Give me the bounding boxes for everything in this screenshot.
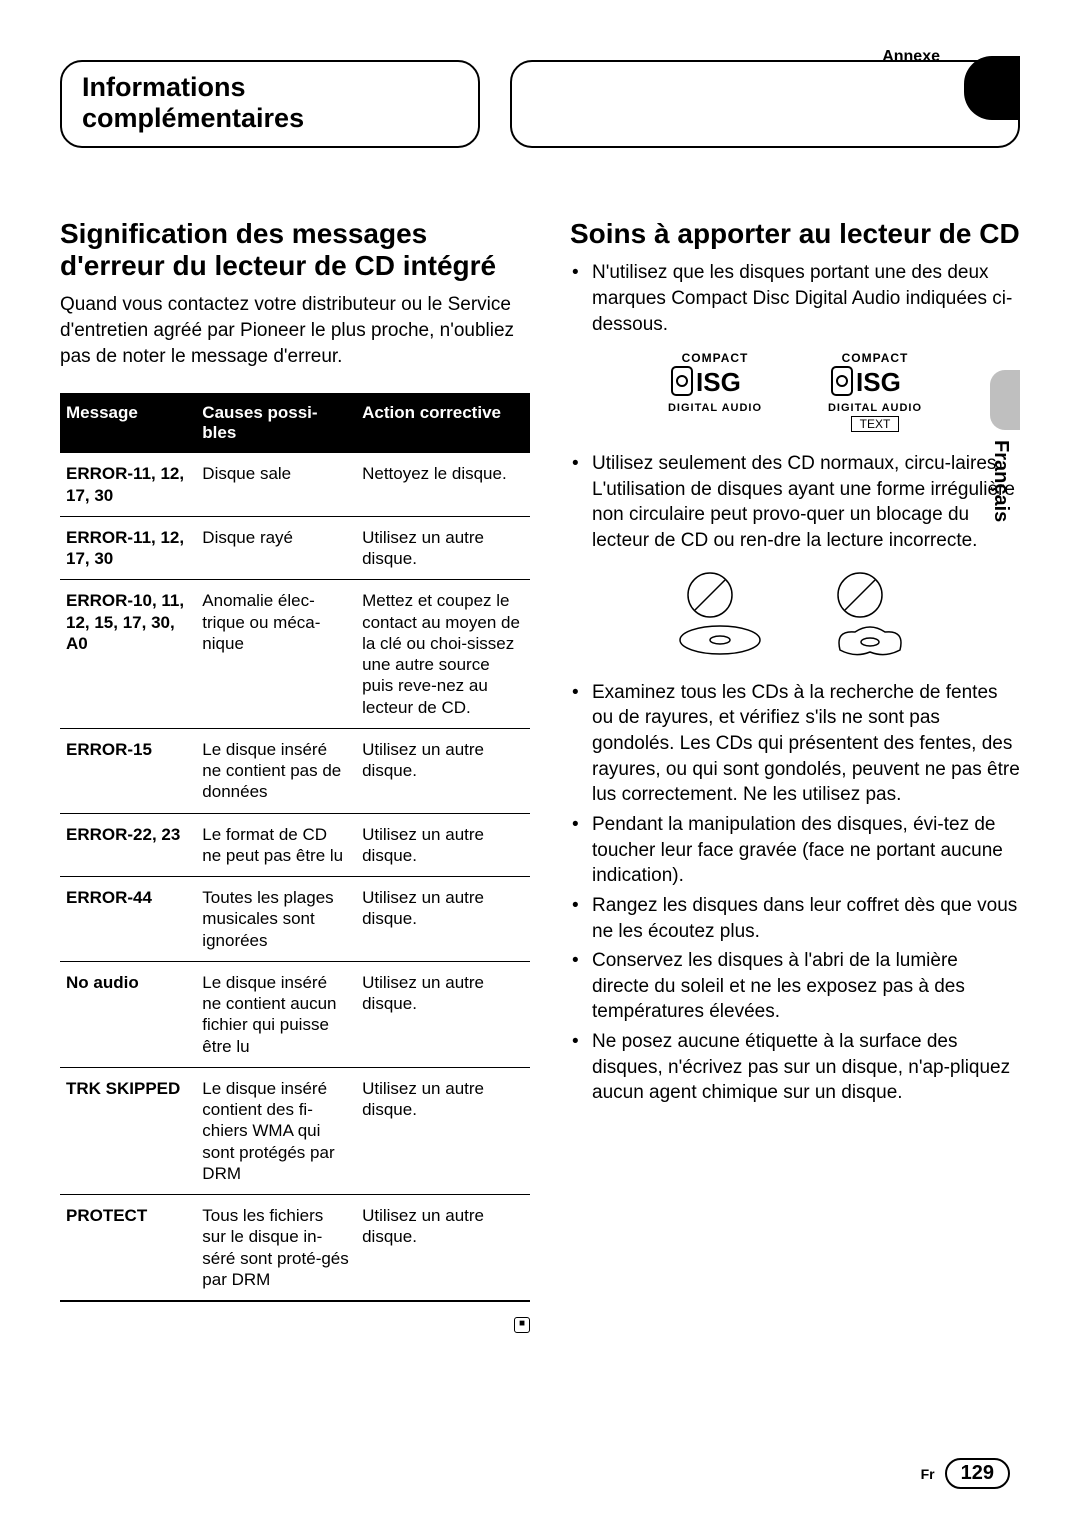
cell-message: No audio [60, 961, 196, 1067]
cell-message: TRK SKIPPED [60, 1067, 196, 1194]
cell-action: Utilisez un autre disque. [356, 813, 530, 877]
list-item: Rangez les disques dans leur coffret dès… [570, 893, 1020, 944]
table-row: ERROR-10, 11, 12, 15, 17, 30, A0Anomalie… [60, 580, 530, 729]
list-item: Examinez tous les CDs à la recherche de … [570, 680, 1020, 808]
table-row: No audioLe disque inséré ne contient auc… [60, 961, 530, 1067]
list-item: Conservez les disques à l'abri de la lum… [570, 948, 1020, 1025]
cell-cause: Tous les fichiers sur le disque in-séré … [196, 1195, 356, 1302]
cell-message: PROTECT [60, 1195, 196, 1302]
left-intro: Quand vous contactez votre distributeur … [60, 292, 530, 369]
th-message: Message [60, 393, 196, 453]
irregular-disc-1 [675, 570, 765, 660]
content-columns: Signification des messages d'erreur du l… [60, 218, 1020, 1333]
side-tab [990, 370, 1020, 430]
bullet-list-1: N'utilisez que les disques portant une d… [570, 260, 1020, 337]
cd-logo-compact: COMPACT [655, 351, 775, 365]
cell-cause: Disque sale [196, 453, 356, 516]
cd-logo-text-badge: TEXT [851, 416, 900, 432]
table-row: ERROR-22, 23Le format de CD ne peut pas … [60, 813, 530, 877]
svg-text:ISG: ISG [696, 367, 741, 397]
right-title: Soins à apporter au lecteur de CD [570, 218, 1020, 250]
list-item: N'utilisez que les disques portant une d… [570, 260, 1020, 337]
left-column: Signification des messages d'erreur du l… [60, 218, 530, 1333]
language-label: Français [989, 440, 1012, 522]
disc-icon: ISG [670, 365, 760, 397]
cell-cause: Le format de CD ne peut pas être lu [196, 813, 356, 877]
header-row: Informations complémentaires [60, 60, 1020, 148]
annexe-label: Annexe [882, 48, 940, 66]
cell-action: Utilisez un autre disque. [356, 877, 530, 962]
header-box-right [510, 60, 1020, 148]
table-header-row: Message Causes possi-bles Action correct… [60, 393, 530, 453]
list-item: Utilisez seulement des CD normaux, circu… [570, 451, 1020, 554]
cell-action: Utilisez un autre disque. [356, 961, 530, 1067]
cell-action: Utilisez un autre disque. [356, 1195, 530, 1302]
footer-lang: Fr [921, 1466, 935, 1482]
cd-logo-digital-audio: DIGITAL AUDIO [655, 402, 775, 414]
table-row: ERROR-15Le disque inséré ne contient pas… [60, 728, 530, 813]
corner-tab [964, 56, 1020, 120]
cd-logo-compact: COMPACT [815, 351, 935, 365]
irregular-disc-row [570, 570, 1020, 660]
left-title: Signification des messages d'erreur du l… [60, 218, 530, 282]
cell-message: ERROR-11, 12, 17, 30 [60, 516, 196, 580]
cd-logo-1: COMPACT ISG DIGITAL AUDIO [655, 351, 775, 433]
cell-action: Nettoyez le disque. [356, 453, 530, 516]
cell-action: Utilisez un autre disque. [356, 516, 530, 580]
cell-cause: Le disque inséré ne contient pas de donn… [196, 728, 356, 813]
cd-logo-2: COMPACT ISG DIGITAL AUDIO TEXT [815, 351, 935, 433]
cell-message: ERROR-15 [60, 728, 196, 813]
cell-action: Utilisez un autre disque. [356, 728, 530, 813]
list-item: Pendant la manipulation des disques, évi… [570, 812, 1020, 889]
cell-cause: Toutes les plages musicales sont ignorée… [196, 877, 356, 962]
bullet-list-3: Examinez tous les CDs à la recherche de … [570, 680, 1020, 1106]
table-row: PROTECTTous les fichiers sur le disque i… [60, 1195, 530, 1302]
cell-message: ERROR-22, 23 [60, 813, 196, 877]
page-footer: Fr 129 [921, 1458, 1010, 1489]
bullet-list-2: Utilisez seulement des CD normaux, circu… [570, 451, 1020, 554]
cell-message: ERROR-11, 12, 17, 30 [60, 453, 196, 516]
header-box-left: Informations complémentaires [60, 60, 480, 148]
table-row: ERROR-11, 12, 17, 30Disque saleNettoyez … [60, 453, 530, 516]
table-row: ERROR-11, 12, 17, 30Disque rayéUtilisez … [60, 516, 530, 580]
disc-icon: ISG [830, 365, 920, 397]
irregular-disc-2 [825, 570, 915, 660]
cell-message: ERROR-44 [60, 877, 196, 962]
cell-action: Mettez et coupez le contact au moyen de … [356, 580, 530, 729]
cell-cause: Le disque inséré ne contient aucun fichi… [196, 961, 356, 1067]
cell-action: Utilisez un autre disque. [356, 1067, 530, 1194]
svg-text:ISG: ISG [856, 367, 901, 397]
table-row: TRK SKIPPEDLe disque inséré contient des… [60, 1067, 530, 1194]
cell-cause: Disque rayé [196, 516, 356, 580]
section-end-icon: ■ [60, 1310, 530, 1333]
th-causes: Causes possi-bles [196, 393, 356, 453]
cell-cause: Le disque inséré contient des fi-chiers … [196, 1067, 356, 1194]
right-column: Soins à apporter au lecteur de CD N'util… [570, 218, 1020, 1333]
cell-message: ERROR-10, 11, 12, 15, 17, 30, A0 [60, 580, 196, 729]
list-item: Ne posez aucune étiquette à la surface d… [570, 1029, 1020, 1106]
page-number: 129 [945, 1458, 1010, 1489]
error-table: Message Causes possi-bles Action correct… [60, 393, 530, 1302]
table-row: ERROR-44Toutes les plages musicales sont… [60, 877, 530, 962]
cd-logo-digital-audio: DIGITAL AUDIO [815, 402, 935, 414]
th-action: Action corrective [356, 393, 530, 453]
cd-logo-row: COMPACT ISG DIGITAL AUDIO COMPACT ISG DI… [570, 351, 1020, 433]
cell-cause: Anomalie élec-trique ou méca-nique [196, 580, 356, 729]
